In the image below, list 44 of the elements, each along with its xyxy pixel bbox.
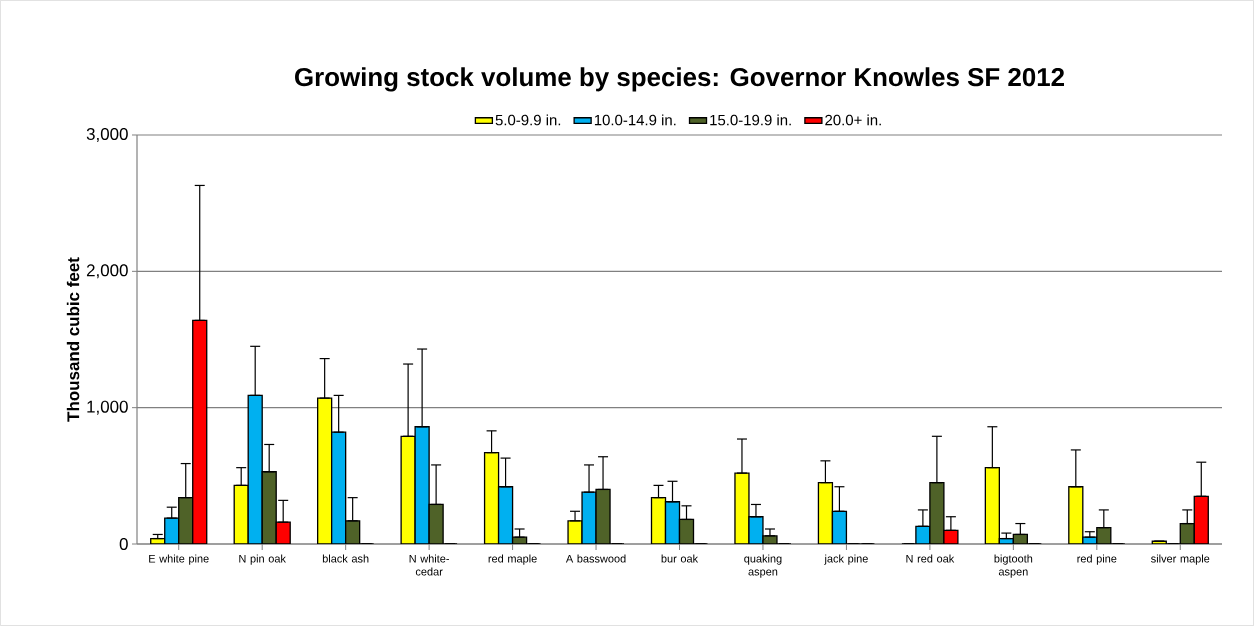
bar — [567, 520, 583, 544]
x-tick-label: silver maple — [1151, 554, 1210, 565]
x-tick-label: N white-cedar — [409, 554, 450, 576]
bar — [650, 496, 667, 544]
bar — [984, 467, 1000, 544]
legend-label: 15.0-19.9 in. — [710, 114, 791, 126]
chart-title: Growing stock volume by species: Governor Knowles SF 2012 — [295, 67, 1065, 92]
bar — [929, 482, 945, 544]
y-tick-label: 2,000 — [86, 264, 128, 279]
bar — [1068, 486, 1084, 544]
bar — [317, 397, 333, 544]
bar — [484, 452, 499, 544]
x-tick-label: jack pine — [824, 554, 868, 565]
bar — [233, 484, 249, 544]
bar — [331, 431, 347, 544]
legend-label: 5.0-9.9 in. — [495, 114, 561, 126]
bar — [817, 482, 834, 544]
x-tick-label: black ash — [322, 554, 369, 563]
bar — [178, 496, 194, 544]
x-tick-label: N red oak — [906, 554, 955, 563]
x-tick-label: quaking aspen — [744, 554, 782, 578]
bar — [345, 520, 361, 544]
x-tick-label: N pin oak — [239, 554, 286, 565]
bar — [498, 486, 513, 544]
bar — [261, 471, 277, 544]
bar — [414, 426, 430, 544]
y-tick-label: 0 — [119, 538, 128, 550]
legend-label: 20.0+ in. — [825, 114, 881, 126]
x-tick-label: red maple — [488, 554, 537, 565]
bar — [1096, 526, 1112, 544]
y-axis-title: Thousand cubic feet — [66, 257, 80, 422]
y-tick-label: 1,000 — [87, 400, 128, 415]
bar — [748, 516, 764, 544]
y-tick-label: 3,000 — [86, 128, 128, 142]
x-tick-label: E white pine — [149, 554, 209, 565]
x-tick-label: A basswood — [565, 554, 626, 563]
x-tick-label: red pine — [1077, 554, 1117, 565]
bar — [664, 501, 681, 544]
x-tick-label: bur oak — [661, 554, 699, 563]
bar — [1193, 495, 1209, 544]
bar — [247, 394, 263, 544]
legend-label: 10.0-14.9 in. — [594, 114, 676, 126]
x-tick-label: bigtooth aspen — [994, 554, 1033, 578]
bar — [192, 319, 208, 544]
